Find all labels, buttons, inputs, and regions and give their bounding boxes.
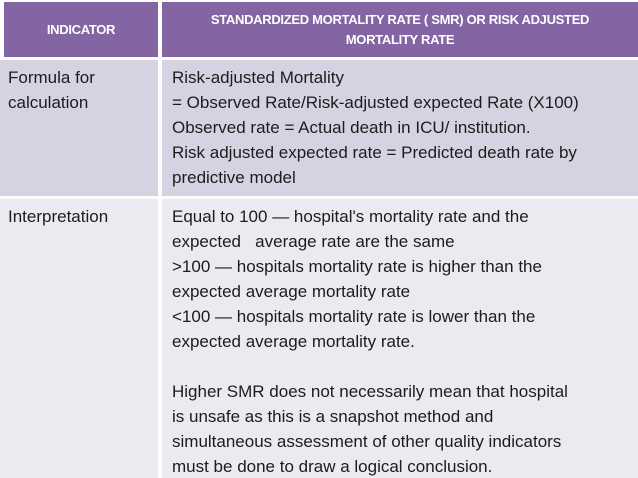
row-formula-label: Formula for calculation bbox=[0, 60, 158, 196]
row-interpretation-label: Interpretation bbox=[0, 199, 158, 478]
header-cell-indicator: INDICATOR bbox=[4, 2, 158, 57]
row-formula-content: Risk-adjusted Mortality = Observed Rate/… bbox=[162, 60, 638, 196]
header-cell-smr-title: STANDARDIZED MORTALITY RATE ( SMR) OR RI… bbox=[162, 2, 638, 57]
row-interpretation-content: Equal to 100 — hospital's mortality rate… bbox=[162, 199, 638, 478]
